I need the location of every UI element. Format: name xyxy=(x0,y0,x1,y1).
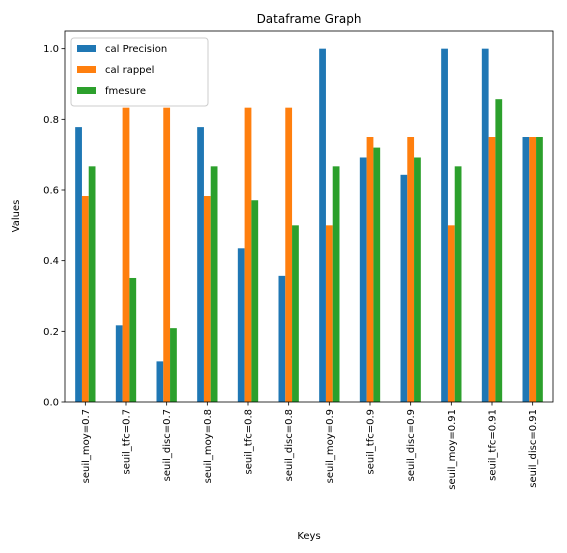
bar-1-4 xyxy=(197,127,204,403)
bar-3-11 xyxy=(495,99,503,402)
bar-2-2 xyxy=(122,107,130,403)
x-tick-label: seuil_disc=0.9 xyxy=(406,409,417,481)
bar-2-5 xyxy=(244,107,252,403)
bar-1-7 xyxy=(319,48,326,403)
bar-1-1 xyxy=(75,127,82,403)
bar-2-3 xyxy=(163,107,171,403)
legend-label: cal rappel xyxy=(105,65,154,76)
y-tick-label: 0.8 xyxy=(43,115,59,126)
bar-1-2 xyxy=(115,325,123,402)
legend-label: cal Precision xyxy=(105,44,167,55)
bar-1-10 xyxy=(441,48,448,403)
y-tick-label: 0.6 xyxy=(43,186,59,197)
bar-1-5 xyxy=(237,248,245,402)
x-tick-label: seuil_moy=0.91 xyxy=(447,409,458,490)
bar-2-8 xyxy=(366,137,374,402)
bar-3-5 xyxy=(251,200,259,402)
legend-box xyxy=(70,37,209,107)
y-tick-label: 0.4 xyxy=(43,256,59,267)
bar-2-10 xyxy=(447,225,455,402)
bar-2-11 xyxy=(488,137,496,402)
legend-label: fmesure xyxy=(105,86,146,97)
x-tick-label: seuil_tfc=0.8 xyxy=(244,409,255,474)
y-tick-label: 1.0 xyxy=(43,44,59,55)
x-axis-label: Keys xyxy=(297,531,320,542)
bar-1-9 xyxy=(400,174,408,402)
bar-1-3 xyxy=(156,361,164,402)
bar-2-12 xyxy=(529,137,537,402)
x-tick-label: seuil_moy=0.9 xyxy=(325,409,336,483)
chart-title: Dataframe Graph xyxy=(257,12,362,26)
x-tick-label: seuil_disc=0.8 xyxy=(284,409,295,481)
bar-3-12 xyxy=(536,137,543,402)
bar-3-10 xyxy=(454,166,462,402)
bar-2-6 xyxy=(285,107,293,403)
bar-1-8 xyxy=(359,157,367,402)
x-tick-label: seuil_disc=0.91 xyxy=(528,409,539,488)
bar-3-8 xyxy=(373,147,381,402)
bar-2-4 xyxy=(203,196,211,402)
bar-3-9 xyxy=(414,157,421,402)
x-tick-label: seuil_moy=0.7 xyxy=(81,409,92,483)
x-ticks: seuil_moy=0.7 seuil_tfc=0.7 seuil_disc=0.7… xyxy=(81,402,539,490)
bar-2-7 xyxy=(325,225,333,402)
bars-group xyxy=(75,48,543,403)
legend-swatch xyxy=(77,45,96,52)
x-tick-label: seuil_tfc=0.91 xyxy=(488,409,499,481)
bar-2-1 xyxy=(81,196,89,402)
y-axis-label: Values xyxy=(11,200,22,233)
x-tick-label: seuil_tfc=0.9 xyxy=(366,409,377,474)
bar-3-2 xyxy=(129,277,137,402)
x-tick-label: seuil_disc=0.7 xyxy=(162,409,173,481)
bar-1-12 xyxy=(522,137,530,402)
bar-1-11 xyxy=(481,48,489,403)
x-tick-label: seuil_moy=0.8 xyxy=(203,409,214,483)
bar-3-1 xyxy=(88,166,96,402)
bar-3-3 xyxy=(170,328,177,402)
y-ticks: 0.0 0.2 0.4 0.6 0.8 1.0 xyxy=(43,44,65,409)
y-tick-label: 0.0 xyxy=(43,398,59,409)
bar-3-4 xyxy=(210,166,218,402)
bar-1-6 xyxy=(278,275,286,402)
plot-frame xyxy=(64,30,554,403)
bar-3-6 xyxy=(292,225,299,402)
bar-3-7 xyxy=(332,166,340,402)
y-tick-label: 0.2 xyxy=(43,327,59,338)
legend-swatch xyxy=(77,87,96,94)
legend: cal Precision cal rappel fmesure xyxy=(70,37,209,107)
legend-swatch xyxy=(77,66,96,73)
x-tick-label: seuil_tfc=0.7 xyxy=(122,409,133,474)
bar-2-9 xyxy=(407,137,415,402)
